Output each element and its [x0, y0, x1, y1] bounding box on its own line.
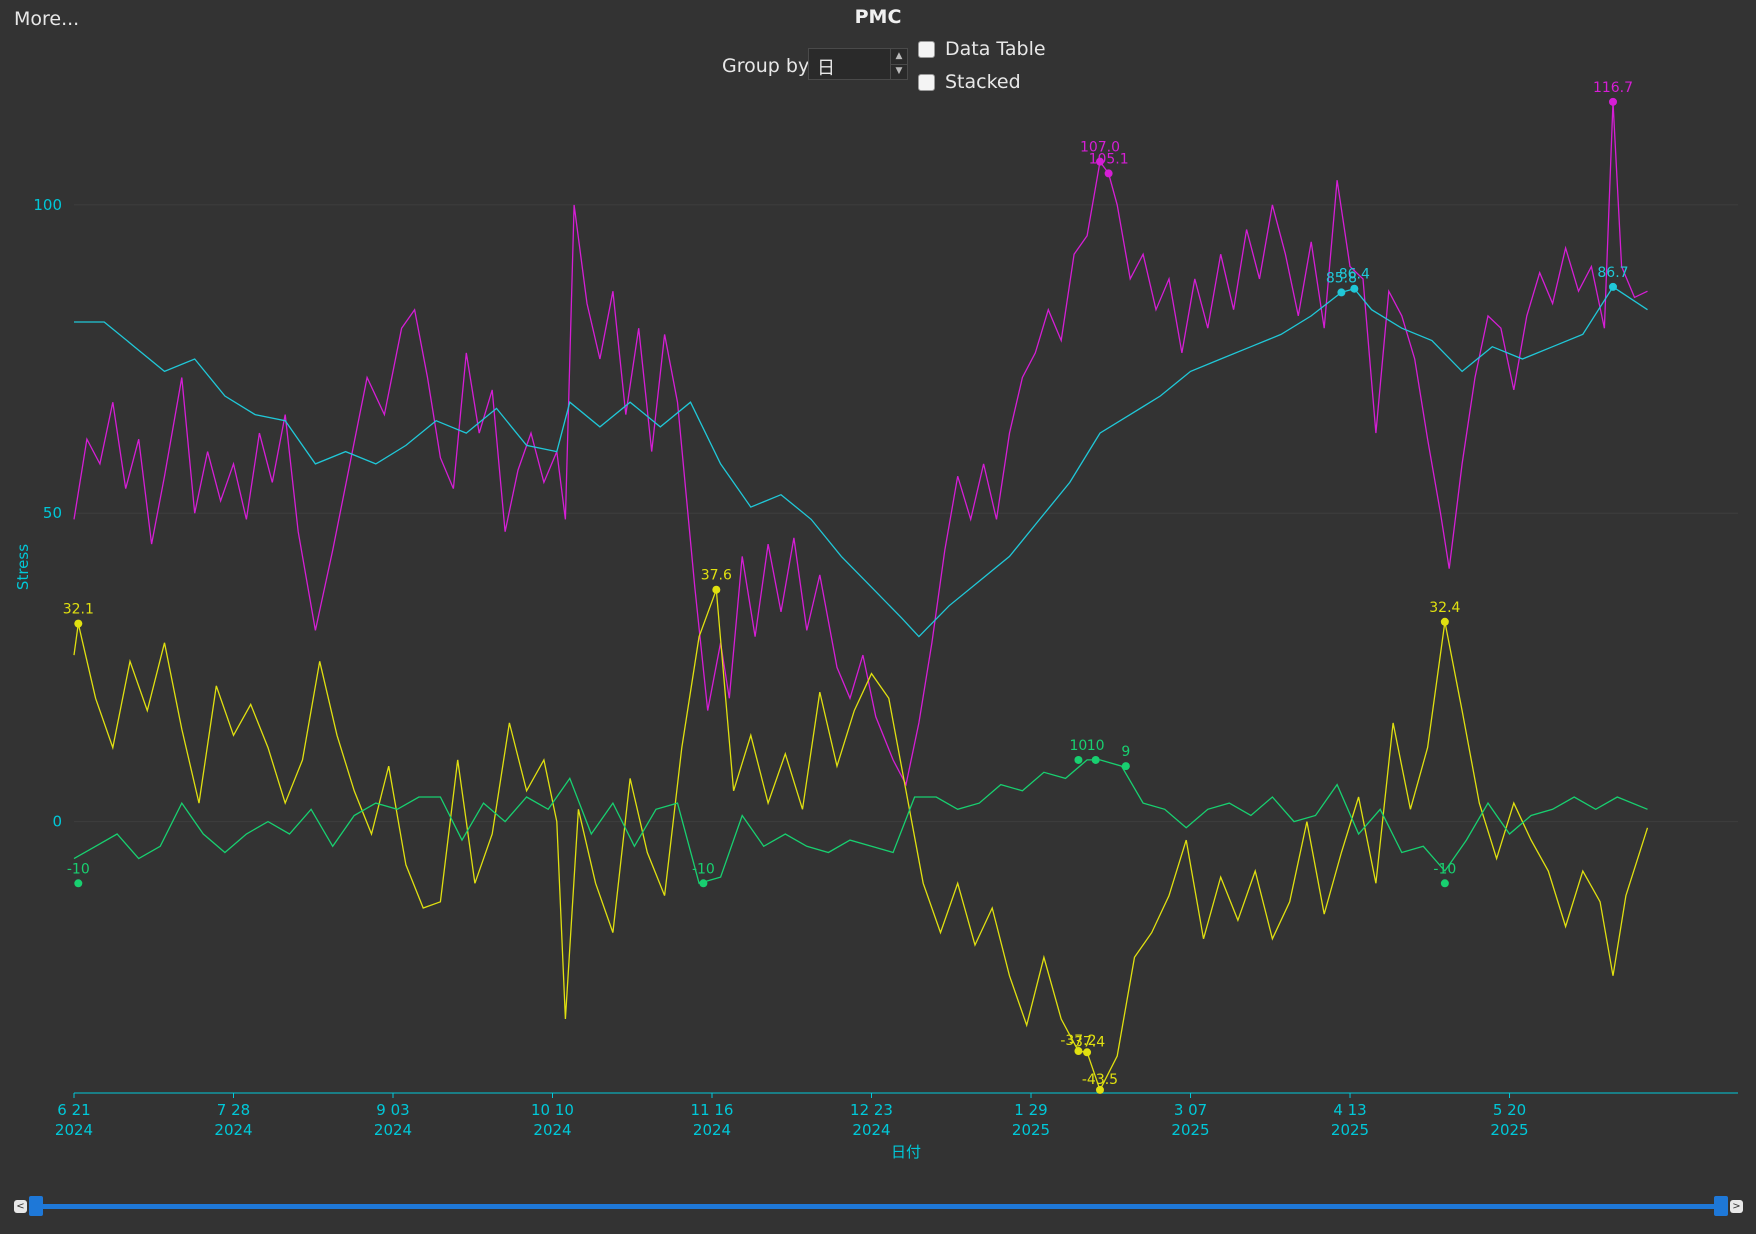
data-label: 85.8 [1326, 270, 1357, 286]
data-label: -10 [692, 861, 715, 877]
x-tick-label: 4 13 [1333, 1101, 1366, 1119]
x-tick-label: 1 29 [1014, 1101, 1047, 1119]
y-axis-title: Stress [14, 544, 32, 590]
data-point-marker [1337, 288, 1346, 297]
data-label: 10 [1070, 738, 1088, 754]
data-label: 9 [1121, 744, 1130, 760]
data-label: -10 [1433, 861, 1456, 877]
x-tick-label: 11 16 [691, 1101, 734, 1119]
x-tick-year-label: 2024 [693, 1121, 731, 1139]
x-tick-label: 3 07 [1174, 1101, 1207, 1119]
data-label: 32.1 [63, 602, 94, 618]
data-table-option[interactable]: Data Table [918, 38, 1046, 60]
spin-down-icon[interactable]: ▼ [890, 64, 907, 79]
x-tick-year-label: 2024 [374, 1121, 412, 1139]
more-button[interactable]: More... [14, 8, 80, 30]
y-tick-label: 0 [52, 813, 62, 831]
range-slider-end-handle[interactable] [1714, 1196, 1728, 1216]
data-label: -37.4 [1069, 1034, 1105, 1050]
x-tick-label: 9 03 [376, 1101, 409, 1119]
data-label: -37.2 [1060, 1033, 1096, 1049]
x-tick-label: 10 10 [531, 1101, 574, 1119]
data-label: -43.5 [1082, 1072, 1118, 1088]
data-point-marker [699, 879, 708, 888]
data-point-marker [1083, 1048, 1092, 1057]
data-point-marker [1095, 157, 1104, 166]
data-point-marker [1608, 97, 1617, 106]
data-label: 105.1 [1089, 151, 1129, 167]
group-by-spinbox[interactable]: 日 ▲ ▼ [808, 48, 908, 80]
x-tick-year-label: 2024 [55, 1121, 93, 1139]
data-point-marker [1091, 755, 1100, 764]
group-by-label: Group by [722, 55, 810, 77]
data-point-marker [1440, 879, 1449, 888]
x-tick-label: 6 21 [57, 1101, 90, 1119]
data-point-marker [1095, 1085, 1104, 1094]
series-line-atl_delta [73, 759, 1648, 885]
x-tick-year-label: 2025 [1490, 1121, 1528, 1139]
data-point-marker [74, 879, 83, 888]
data-point-marker [1074, 1047, 1083, 1056]
slider-right-arrow-icon[interactable]: > [1730, 1200, 1743, 1213]
x-tick-label: 7 28 [217, 1101, 250, 1119]
data-point-marker [1440, 617, 1449, 626]
data-label: 116.7 [1593, 80, 1633, 96]
data-point-marker [1104, 169, 1113, 178]
x-tick-year-label: 2024 [852, 1121, 890, 1139]
data-label: 37.6 [701, 568, 732, 584]
data-label: 32.4 [1429, 600, 1460, 616]
group-by-value[interactable]: 日 [817, 58, 835, 79]
stacked-checkbox[interactable] [918, 73, 935, 91]
range-slider-track[interactable] [36, 1204, 1720, 1209]
stacked-label: Stacked [945, 71, 1021, 93]
series-line-ctl [74, 285, 1648, 638]
data-table-label: Data Table [945, 38, 1046, 60]
x-tick-year-label: 2025 [1012, 1121, 1050, 1139]
data-point-marker [1074, 755, 1083, 764]
slider-left-arrow-icon[interactable]: < [14, 1200, 27, 1213]
data-point-marker [712, 585, 721, 594]
chart-title: PMC [854, 6, 902, 28]
x-tick-label: 5 20 [1493, 1101, 1526, 1119]
data-label: 86.7 [1597, 265, 1628, 281]
x-tick-year-label: 2024 [214, 1121, 252, 1139]
spin-up-icon[interactable]: ▲ [890, 49, 907, 65]
data-point-marker [1608, 282, 1617, 291]
series-line-ramp [73, 101, 1648, 787]
data-label: -10 [67, 861, 90, 877]
x-tick-year-label: 2025 [1171, 1121, 1209, 1139]
data-table-checkbox[interactable] [918, 40, 935, 58]
data-label: 10 [1087, 738, 1105, 754]
x-axis-title: 日付 [891, 1143, 921, 1161]
y-tick-label: 50 [43, 504, 62, 522]
data-label: 107.0 [1080, 140, 1120, 156]
series-line-tsb [73, 589, 1649, 1092]
data-point-marker [1350, 284, 1359, 293]
range-slider-start-handle[interactable] [29, 1196, 43, 1216]
data-label: 86.4 [1339, 267, 1370, 283]
x-tick-label: 12 23 [850, 1101, 893, 1119]
stacked-option[interactable]: Stacked [918, 71, 1021, 93]
y-tick-label: 100 [33, 196, 62, 214]
x-tick-year-label: 2025 [1331, 1121, 1369, 1139]
data-point-marker [1121, 762, 1130, 771]
data-point-marker [74, 619, 83, 628]
x-tick-year-label: 2024 [533, 1121, 571, 1139]
